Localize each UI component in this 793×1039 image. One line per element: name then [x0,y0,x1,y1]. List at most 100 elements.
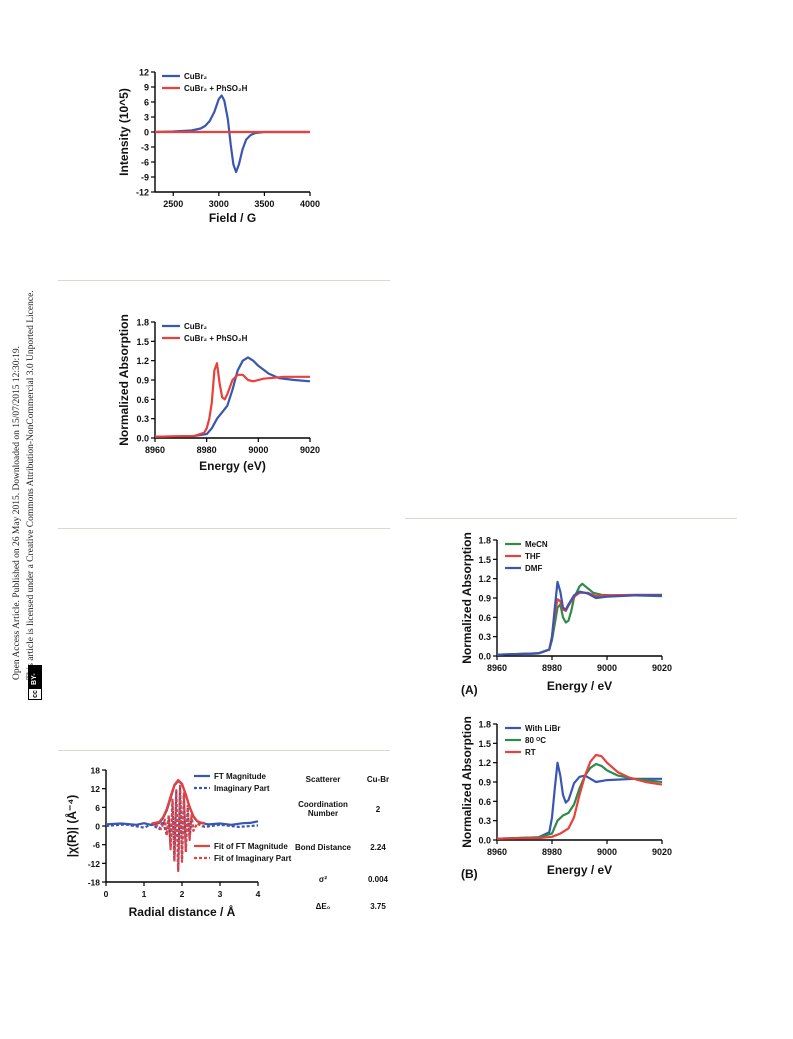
legend-label: CuBr₂ [184,322,208,331]
series-line [154,94,310,174]
x-tick-label: 1 [142,889,147,899]
x-tick-label: 2 [180,889,185,899]
y-tick-label: 0.0 [136,434,149,444]
y-tick-label: -6 [141,158,149,168]
y-tick-label: 6 [95,803,100,813]
y-tick-label: 0.3 [136,414,149,424]
y-tick-label: -18 [88,878,101,888]
y-tick-label: 1.5 [478,555,491,565]
y-tick-label: 18 [91,766,101,776]
x-tick-label: 2500 [163,199,183,209]
x-axis-label: Energy (eV) [199,459,266,473]
y-tick-label: 1.5 [478,739,491,749]
x-tick-label: 8960 [487,847,507,857]
y-tick-label: 1.5 [136,337,149,347]
legend-label: CuBr₂ + PhSO₂H [184,84,248,93]
section-divider [58,750,390,751]
section-divider [58,528,390,529]
x-tick-label: 9000 [597,847,617,857]
x-tick-label: 4000 [300,199,320,209]
cc-icon: cc [29,687,41,699]
section-divider [405,518,737,519]
series-line [151,778,205,825]
y-tick-label: 0 [95,822,100,832]
legend-label: CuBr₂ [184,72,208,81]
y-tick-label: -9 [141,173,149,183]
table-value: 2.24 [370,842,386,852]
y-tick-label: 12 [139,68,149,78]
cc-license-badge[interactable]: cc BY-NC [28,665,50,700]
table-label: Scatterer [305,774,341,784]
x-tick-label: 3000 [209,199,229,209]
y-tick-label: 1.2 [478,758,491,768]
x-tick-label: 8980 [542,663,562,673]
y-tick-label: 1.8 [136,318,149,328]
legend-label: CuBr₂ + PhSO₂H [184,334,248,343]
series-line [154,356,311,438]
y-tick-label: 0.6 [478,613,491,623]
table-label: ΔE₀ [315,901,331,911]
legend-label: FT Magnitude [214,772,267,781]
table-label: σ² [318,874,328,884]
y-tick-label: 0.0 [478,652,491,662]
y-axis-label: Intensity (10^5) [117,88,131,176]
legend-label: RT [525,748,536,757]
table-label: Bond Distance [294,842,351,852]
y-tick-label: -12 [88,859,101,869]
y-tick-label: 0.0 [478,836,491,846]
x-axis-label: Field / G [209,211,256,225]
license-info: This article is licensed under a Creativ… [26,290,36,680]
y-tick-label: 0.6 [136,395,149,405]
legend-label: Fit of Imaginary Part [214,854,292,863]
x-tick-label: 8980 [542,847,562,857]
y-tick-label: 0.9 [136,376,149,386]
y-tick-label: 1.2 [478,574,491,584]
y-tick-label: 1.2 [136,356,149,366]
y-axis-label: Normalized Absorption [460,716,474,848]
table-value: 2 [375,804,381,814]
legend-label: Fit of FT Magnitude [214,842,288,851]
x-tick-label: 9000 [248,445,268,455]
series-line [154,362,310,438]
epr-spectrum-chart: 12 9 6 3 0 -3 -6 -9 -12 2500 3000 3500 4000 Field / G… [117,68,320,226]
y-axis-label: Normalized Absorption [117,314,131,446]
table-row: Coordination Number 2 [288,790,398,828]
legend-label: THF [525,552,541,561]
series-line [496,591,662,656]
x-tick-label: 3500 [254,199,274,209]
y-tick-label: 6 [144,98,149,108]
y-tick-label: 0.3 [478,632,491,642]
x-tick-label: 9020 [652,663,672,673]
table-value: 3.75 [370,901,386,911]
x-tick-label: 0 [104,889,109,899]
table-label: Coordination Number [298,800,348,818]
x-axis-label: Radial distance / Å [129,904,236,919]
y-tick-label: -3 [141,143,149,153]
panel-label: (A) [461,683,478,697]
x-tick-label: 8960 [487,663,507,673]
table-row: ΔE₀ 3.75 [288,892,398,920]
series-line [154,782,204,873]
y-tick-label: 12 [91,784,101,794]
publication-info: Open Access Article. Published on 26 May… [12,345,22,680]
table-row: σ² 0.004 [288,866,398,892]
series-line [496,762,663,840]
section-divider [58,280,390,281]
y-tick-label: 1.8 [478,720,491,730]
table-row: Bond Distance 2.24 [288,828,398,866]
x-tick-label: 3 [218,889,223,899]
y-tick-label: 0.9 [478,594,491,604]
x-axis-label: Energy / eV [547,679,612,693]
by-nc-label: BY-NC [29,666,50,688]
y-tick-label: 1.8 [478,536,491,546]
panel-label: (B) [461,867,478,881]
legend-label: Imaginary Part [214,784,270,793]
y-tick-label: 0.6 [478,797,491,807]
table-value: Cu-Br [366,774,390,784]
x-tick-label: 9000 [597,663,617,673]
legend-label: With LiBr [525,724,560,733]
